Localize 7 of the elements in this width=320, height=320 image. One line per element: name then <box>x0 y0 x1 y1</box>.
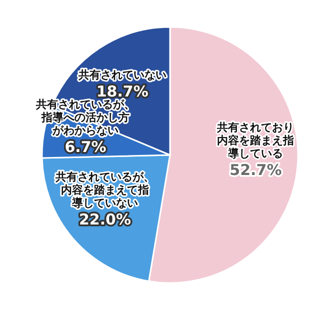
data-label: 18.7% <box>96 82 148 100</box>
data-label: 6.7% <box>64 138 106 156</box>
slice-label: 共有されており内容を踏まえ指導している <box>216 121 294 160</box>
data-label: 52.7% <box>230 161 282 180</box>
data-label: 22.0% <box>78 210 132 228</box>
slice-label: 共有されていない <box>77 68 166 82</box>
slice-label: 共有されているが、内容を踏まえて指導していない <box>54 170 155 210</box>
